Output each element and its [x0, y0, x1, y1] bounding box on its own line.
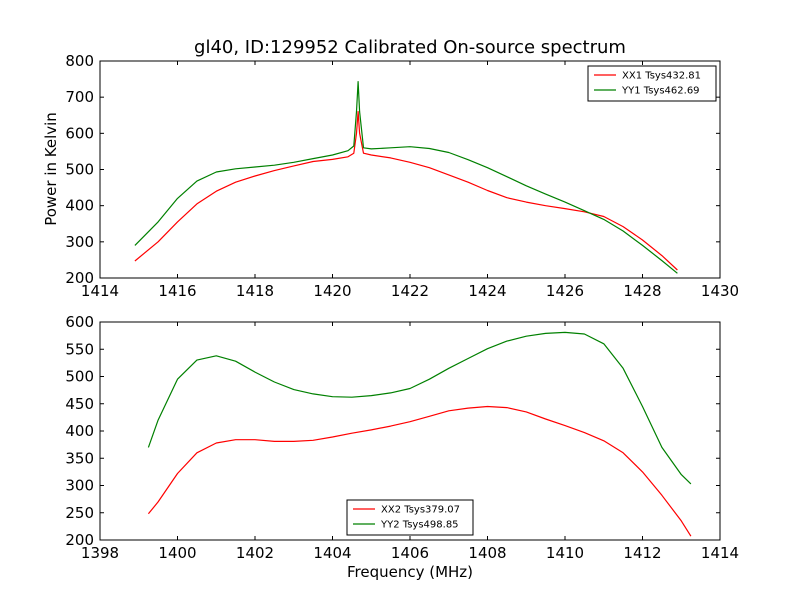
bottom-y-tick-label: 300 — [65, 477, 94, 495]
bottom-legend-label-2: YY2 Tsys498.85 — [380, 520, 459, 531]
bottom-y-tick-label: 550 — [65, 340, 94, 358]
chart-title: gl40, ID:129952 Calibrated On-source spe… — [194, 37, 626, 58]
top-x-tick-label: 1420 — [313, 282, 351, 300]
bottom-x-tick-label: 1414 — [701, 544, 739, 562]
bottom-x-axis-label: Frequency (MHz) — [347, 563, 473, 581]
bottom-panel: 1398 1400 1402 1404 1406 1408 1410 1412 1414 200 2… — [65, 313, 739, 562]
bottom-series-line-1 — [147, 405, 692, 537]
bottom-y-tick-label: 400 — [65, 422, 94, 440]
bottom-x-tick-label: 1412 — [623, 544, 661, 562]
top-y-tick-label: 800 — [65, 52, 94, 70]
top-y-tick-label: 500 — [65, 161, 94, 179]
top-series-line-1 — [134, 110, 678, 271]
bottom-x-tick-label: 1404 — [313, 544, 351, 562]
top-y-tick-label: 300 — [65, 233, 94, 251]
top-legend: XX1 Tsys432.81 YY1 Tsys462.69 — [587, 65, 717, 102]
top-x-tick-label: 1416 — [158, 282, 196, 300]
top-x-tick-label: 1424 — [468, 282, 506, 300]
bottom-x-tick-label: 1410 — [546, 544, 584, 562]
top-x-tick-label: 1426 — [546, 282, 584, 300]
top-legend-box — [587, 65, 717, 102]
bottom-series-line-2 — [147, 331, 692, 485]
top-legend-label-1: XX1 Tsys432.81 — [622, 71, 701, 82]
top-y-tick-label: 600 — [65, 124, 94, 142]
top-y-axis-label: Power in Kelvin — [42, 112, 60, 226]
top-y-tick-label: 400 — [65, 197, 94, 215]
bottom-x-tick-label: 1408 — [468, 544, 506, 562]
bottom-legend-box — [346, 499, 474, 536]
top-y-tick-label: 200 — [65, 269, 94, 287]
bottom-y-tick-label: 450 — [65, 395, 94, 413]
top-series-line-2 — [134, 80, 678, 274]
top-x-tick-label: 1430 — [701, 282, 739, 300]
top-panel: 1414 1416 1418 1420 1422 1424 1426 1428 1430 200 3… — [65, 52, 739, 300]
top-y-tick-label: 700 — [65, 88, 94, 106]
bottom-y-tick-label: 600 — [65, 313, 94, 331]
top-legend-label-2: YY1 Tsys462.69 — [621, 86, 700, 97]
bottom-y-tick-label: 500 — [65, 368, 94, 386]
top-x-tick-label: 1428 — [623, 282, 661, 300]
top-x-tick-label: 1418 — [236, 282, 274, 300]
bottom-x-tick-label: 1400 — [158, 544, 196, 562]
bottom-y-tick-label: 350 — [65, 449, 94, 467]
bottom-x-tick-label: 1406 — [391, 544, 429, 562]
bottom-x-tick-label: 1402 — [236, 544, 274, 562]
top-x-tick-label: 1422 — [391, 282, 429, 300]
bottom-y-tick-label: 250 — [65, 504, 94, 522]
bottom-legend: XX2 Tsys379.07 YY2 Tsys498.85 — [346, 499, 474, 536]
top-x-tick-label: 1414 — [81, 282, 119, 300]
bottom-legend-label-1: XX2 Tsys379.07 — [381, 505, 460, 516]
bottom-y-tick-label: 200 — [65, 531, 94, 549]
bottom-x-tick-label: 1398 — [81, 544, 119, 562]
